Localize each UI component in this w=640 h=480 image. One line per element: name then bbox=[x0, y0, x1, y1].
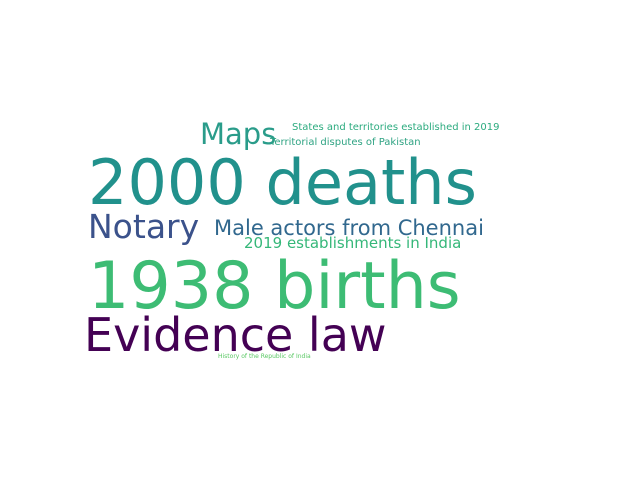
word-notary: Notary bbox=[88, 207, 200, 246]
word-male-actors-from-chennai: Male actors from Chennai bbox=[214, 216, 484, 240]
word-history-of-the-republic-of-india: History of the Republic of India bbox=[218, 353, 311, 360]
word-maps: Maps bbox=[200, 117, 277, 151]
word-2000-deaths: 2000 deaths bbox=[88, 146, 477, 219]
word-2019-establishments-in-india: 2019 establishments in India bbox=[244, 234, 462, 252]
word-territorial-disputes-of-pakistan: Territorial disputes of Pakistan bbox=[270, 137, 421, 148]
word-evidence-law: Evidence law bbox=[84, 308, 387, 362]
word-1938-births: 1938 births bbox=[88, 249, 461, 324]
word-states-and-territories-established-in-2019: States and territories established in 20… bbox=[292, 122, 500, 133]
